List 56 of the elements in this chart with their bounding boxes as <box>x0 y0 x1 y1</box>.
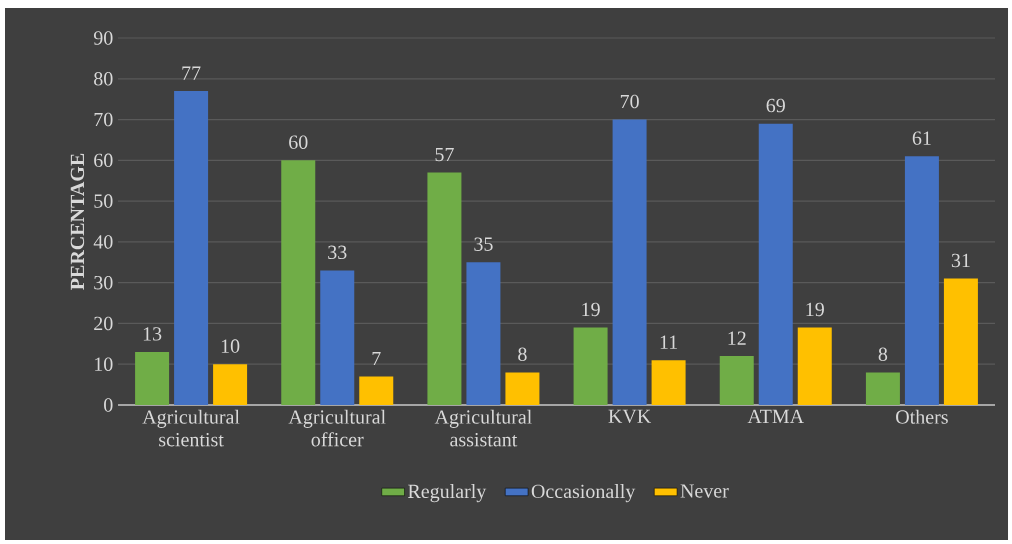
data-label: 12 <box>728 331 746 345</box>
y-tick-label: 50 <box>94 194 113 208</box>
y-tick-label: 20 <box>94 316 113 331</box>
bar <box>281 160 316 405</box>
x-tick-label: KVK <box>608 409 652 424</box>
data-label: 57 <box>435 147 454 162</box>
bar <box>213 364 248 405</box>
data-label: 10 <box>221 339 240 353</box>
y-tick-label: 90 <box>93 31 113 45</box>
x-tick-label: Agricultural officer <box>288 409 386 447</box>
data-label: 19 <box>582 302 600 317</box>
data-label: 8 <box>878 347 888 361</box>
bar <box>797 327 832 405</box>
bar <box>904 156 939 405</box>
bar <box>758 123 793 405</box>
data-label: 69 <box>766 98 785 113</box>
x-tick-label: Agricultural scientist <box>142 409 240 447</box>
bar <box>427 172 462 405</box>
data-label: 77 <box>182 66 201 80</box>
bar <box>466 262 501 405</box>
y-tick-label: 10 <box>95 357 113 371</box>
y-tick-label: 40 <box>93 235 113 249</box>
legend-label: Regularly <box>408 484 487 503</box>
bar <box>651 360 686 405</box>
bar <box>612 119 647 405</box>
bar <box>865 372 900 405</box>
y-tick-label: 0 <box>104 398 113 412</box>
data-label: 8 <box>518 347 527 361</box>
x-tick-label: ATMA <box>747 409 804 423</box>
bar <box>719 356 754 405</box>
data-label: 33 <box>328 245 347 260</box>
x-tick-label: Others <box>896 409 948 424</box>
data-label: 19 <box>806 302 824 317</box>
y-tick-label: 70 <box>94 112 113 127</box>
data-label: 7 <box>372 351 381 366</box>
data-label: 11 <box>660 335 678 349</box>
data-label: 13 <box>143 327 162 341</box>
data-label: 31 <box>951 253 970 268</box>
legend-label: Never <box>680 484 729 498</box>
y-tick-label: 60 <box>94 153 113 168</box>
bar <box>174 91 209 405</box>
bar <box>359 376 394 405</box>
legend-label: Occasionally <box>531 484 636 503</box>
bar <box>573 327 608 405</box>
data-label: 60 <box>289 135 308 149</box>
bar <box>505 372 540 405</box>
y-tick-label: 30 <box>94 275 113 290</box>
bar <box>320 270 355 405</box>
data-label: 70 <box>620 94 639 109</box>
x-tick-label: Agricultural assistant <box>434 409 532 447</box>
y-tick-label: 80 <box>94 72 113 86</box>
data-label: 61 <box>912 131 931 145</box>
bar <box>135 351 170 405</box>
bar <box>943 278 978 405</box>
data-label: 35 <box>474 237 493 251</box>
y-axis-title: PERCENTAGE <box>70 153 85 290</box>
